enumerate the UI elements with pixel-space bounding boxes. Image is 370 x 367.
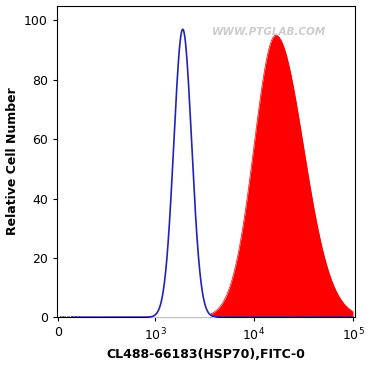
X-axis label: CL488-66183(HSP70),FITC-0: CL488-66183(HSP70),FITC-0 (107, 348, 306, 361)
Text: WWW.PTGLAB.COM: WWW.PTGLAB.COM (212, 28, 326, 37)
Y-axis label: Relative Cell Number: Relative Cell Number (6, 88, 18, 235)
